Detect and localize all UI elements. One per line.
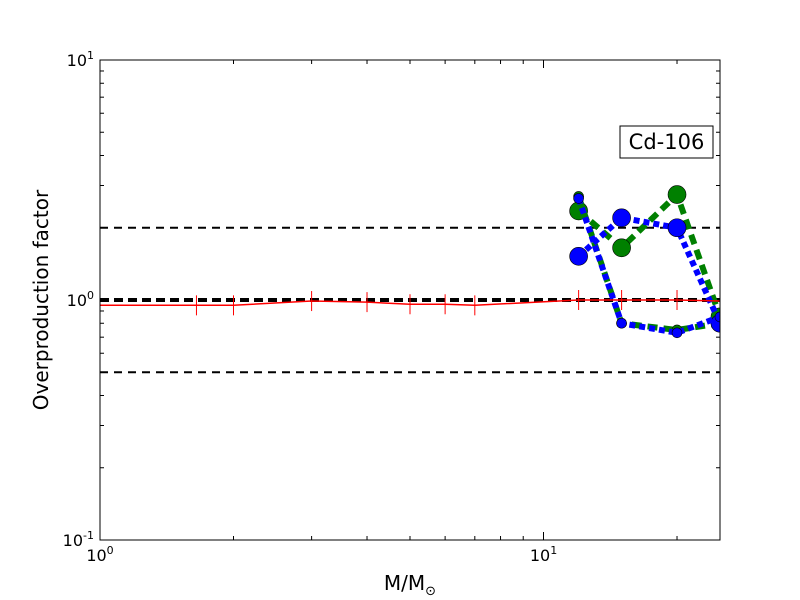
data-point	[612, 238, 631, 258]
data-point	[667, 185, 687, 204]
series-line	[576, 214, 720, 325]
minor-ticks	[100, 60, 720, 540]
data-point	[569, 247, 588, 266]
data-point	[573, 193, 584, 204]
x-tick-label: 101	[530, 544, 557, 565]
series-layer	[100, 185, 720, 339]
annotation-box: Cd-106	[619, 125, 714, 159]
y-tick-label: 101	[67, 49, 94, 70]
y-axis-label: Overproduction factor	[29, 189, 53, 410]
annotation-frame	[619, 125, 714, 159]
x-axis-label: M/M⊙	[384, 571, 436, 599]
x-tick-label: 100	[86, 544, 113, 565]
series-line	[575, 197, 720, 336]
data-point	[612, 208, 631, 228]
y-tick-label: 100	[67, 289, 94, 310]
data-point	[667, 218, 687, 238]
y-tick-label: 10-1	[63, 529, 94, 550]
data-point	[671, 327, 683, 339]
annotation-label: Cd-106	[629, 130, 705, 154]
data-point	[714, 311, 720, 323]
series-line	[576, 189, 720, 318]
data-point	[616, 317, 627, 329]
series-line	[100, 299, 720, 307]
plot-frame	[99, 59, 721, 541]
